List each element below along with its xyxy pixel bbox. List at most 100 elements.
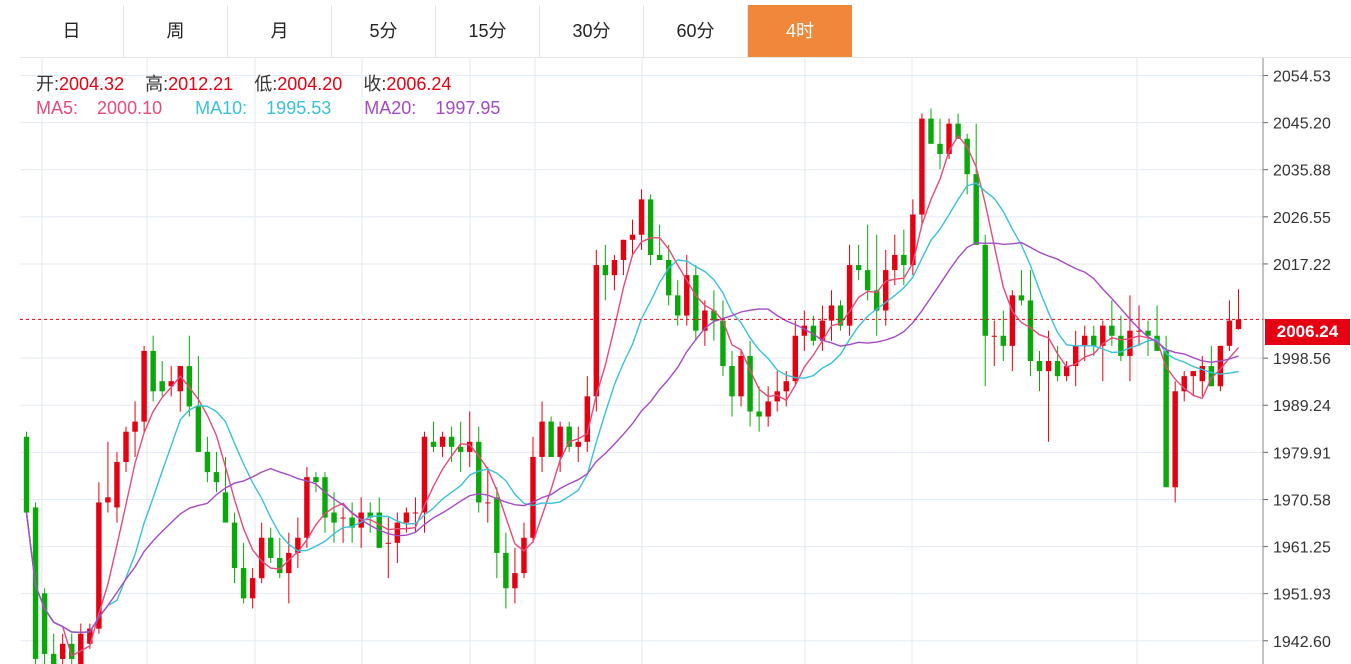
candle-body [1172, 391, 1178, 488]
candle-body [593, 265, 600, 397]
y-tick-label: 2026.55 [1273, 210, 1331, 227]
candle-body [684, 275, 690, 316]
candle-body [1082, 335, 1088, 346]
candle-body [783, 381, 789, 392]
candle-body [937, 143, 943, 154]
candle-body [964, 138, 970, 175]
candle-body [512, 573, 518, 589]
candle-body [828, 305, 835, 321]
candle-body [466, 441, 473, 452]
candle-body [629, 234, 636, 240]
tab-5min[interactable]: 5分 [332, 5, 436, 57]
candle-body [394, 522, 401, 543]
ma20-readout: MA20: 1997.95 [364, 98, 514, 118]
candle-body [123, 431, 129, 462]
candle-body [675, 295, 681, 316]
ma20-value: 1997.95 [435, 98, 501, 118]
candlestick-chart[interactable]: 2054.53 2045.20 2035.88 2026.55 2017.22 1998.… [20, 58, 1351, 664]
candle-body [973, 174, 979, 245]
candle-body [1136, 330, 1142, 332]
y-tick-label: 1961.25 [1273, 540, 1331, 557]
candle-body [439, 436, 446, 447]
candle-body [539, 421, 545, 457]
low-value: 2004.20 [277, 74, 343, 94]
candle-body [313, 477, 319, 483]
candle-body [476, 441, 482, 503]
tab-4hour[interactable]: 4时 [748, 5, 852, 57]
candle-body [530, 456, 536, 538]
candle-body [1199, 366, 1206, 382]
y-tick-label: 1951.93 [1273, 587, 1331, 604]
candle-body [23, 436, 30, 513]
tab-week[interactable]: 周 [124, 5, 228, 57]
candle-body [322, 477, 328, 518]
candle-body [638, 199, 645, 235]
candle-body [213, 472, 220, 483]
candle-body [720, 320, 726, 367]
candle-body [50, 653, 57, 664]
tab-day[interactable]: 日 [20, 5, 124, 57]
candle-body [1154, 335, 1160, 351]
y-tick-label: 2054.53 [1273, 69, 1331, 86]
candle-body [765, 401, 771, 417]
candle-body [349, 517, 355, 528]
y-tick-label: 2017.22 [1273, 257, 1331, 274]
candle-body [1091, 335, 1097, 346]
current-price-tag: 2006.24 [1265, 319, 1350, 345]
y-tick-label: 1942.60 [1273, 634, 1331, 651]
candle-body [69, 643, 75, 659]
candle-body [277, 557, 283, 574]
ma10-line [25, 182, 1239, 634]
candle-body [105, 497, 111, 503]
candle-body [249, 578, 256, 599]
candle-body [1109, 325, 1115, 336]
tab-15min[interactable]: 15分 [436, 5, 540, 57]
ma10-readout: MA10: 1995.53 [195, 98, 345, 118]
candle-body [1072, 345, 1079, 367]
candle-body [1181, 376, 1187, 392]
candle-body [819, 320, 826, 341]
candle-body [503, 552, 509, 589]
tab-30min[interactable]: 30分 [540, 5, 644, 57]
candle-body [87, 628, 93, 644]
tab-month[interactable]: 月 [228, 5, 332, 57]
ma5-value: 2000.10 [97, 98, 163, 118]
low-label: 低: [254, 74, 278, 94]
candle-body [159, 381, 165, 392]
y-tick-label: 2045.20 [1273, 116, 1331, 133]
candle-body [304, 477, 310, 538]
ma5-readout: MA5: 2000.10 [36, 98, 176, 118]
candle-body [1054, 361, 1061, 377]
candle-body [946, 123, 952, 154]
candle-body [231, 522, 238, 569]
candle-body [566, 426, 572, 447]
candle-body [702, 310, 708, 331]
ma-info: MA5: 2000.10 MA10: 1995.53 MA20: 1997.95 [36, 98, 528, 119]
candle-body [611, 260, 618, 276]
high-label: 高: [145, 74, 169, 94]
candle-body [584, 396, 590, 442]
candle-body [756, 411, 762, 417]
candle-body [1127, 330, 1133, 356]
ohlc-info: 开:2004.32 高:2012.21 低:2004.20 收:2006.24 [36, 70, 467, 96]
candle-body [457, 446, 464, 452]
tab-60min[interactable]: 60分 [644, 5, 748, 57]
candle-body [1118, 335, 1124, 356]
chart-canvas: 2054.53 2045.20 2035.88 2026.55 2017.22 1998.… [20, 58, 1331, 664]
candle-body [1018, 295, 1025, 301]
candle-body [792, 335, 799, 382]
close-value: 2006.24 [386, 74, 452, 94]
candle-body [295, 537, 301, 553]
candle-body [258, 537, 265, 579]
candle-body [548, 421, 554, 457]
candle-body [557, 426, 563, 457]
candle-body [774, 391, 780, 402]
candle-body [837, 305, 844, 326]
candle-body [421, 436, 428, 513]
y-tick-label: 1998.56 [1273, 351, 1331, 368]
candle-body [892, 254, 898, 271]
ma10-label: MA10: [195, 98, 248, 118]
candle-body [177, 366, 183, 392]
candle-body [1027, 300, 1034, 361]
candle-body [801, 325, 808, 336]
